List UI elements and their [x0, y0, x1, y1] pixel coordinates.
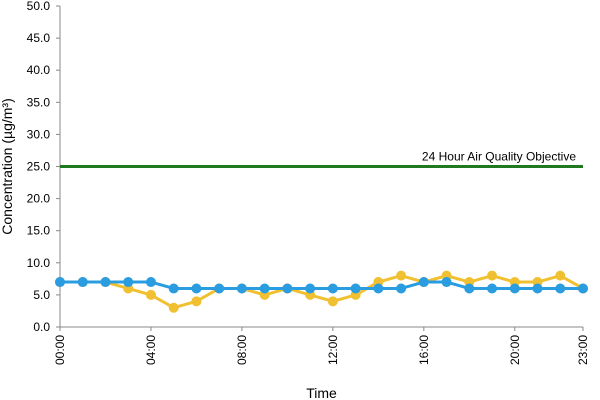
- series-1-point: [191, 296, 202, 307]
- series-2-point: [350, 283, 361, 294]
- series-2-point: [418, 277, 429, 288]
- x-tick-label: 12:00: [326, 335, 340, 365]
- series-2-point: [236, 283, 247, 294]
- series-2-point: [305, 283, 316, 294]
- x-tick-label: 00:00: [53, 335, 67, 365]
- y-tick-label: 35.0: [27, 95, 51, 109]
- series-1-line: [60, 274, 584, 310]
- series-2-point: [532, 283, 543, 294]
- series-group: [55, 270, 588, 313]
- y-axis-title: Concentration (µg/m³): [0, 98, 15, 234]
- series-1-point: [487, 270, 498, 281]
- series-2-point: [145, 277, 156, 288]
- y-tick-label: 25.0: [27, 160, 51, 174]
- series-2-point: [441, 277, 452, 288]
- x-tick-label: 20:00: [508, 335, 522, 365]
- x-axis-ticks: 00:00 04:00 08:00 12:00 16:00 20:00 23:00: [53, 327, 590, 365]
- series-1-point: [396, 270, 407, 281]
- air-quality-objective-label: 24 Hour Air Quality Objective: [422, 150, 576, 164]
- series-2-point: [282, 283, 293, 294]
- series-1-point: [327, 296, 338, 307]
- y-tick-label: 10.0: [27, 256, 51, 270]
- series-2-point: [259, 283, 270, 294]
- series-2-point: [123, 277, 134, 288]
- series-2-point: [77, 277, 88, 288]
- series-2-point: [396, 283, 407, 294]
- series-2-point: [373, 283, 384, 294]
- series-2-point: [487, 283, 498, 294]
- series-2-point: [327, 283, 338, 294]
- series-2-point: [578, 283, 588, 294]
- series-2-line: [60, 280, 583, 290]
- series-2-point: [168, 283, 179, 294]
- series-2-point: [464, 283, 475, 294]
- series-1-point: [555, 270, 566, 281]
- series-1-point: [145, 289, 156, 300]
- x-axis-title: Time: [306, 385, 337, 400]
- y-tick-label: 30.0: [27, 127, 51, 141]
- series-2-point: [100, 277, 111, 288]
- series-1: [55, 270, 588, 313]
- series-1-point: [168, 302, 179, 313]
- y-tick-label: 40.0: [27, 63, 51, 77]
- series-2-point: [191, 283, 202, 294]
- series-2-point: [214, 283, 225, 294]
- series-2-point: [55, 277, 65, 288]
- series-2: [55, 277, 588, 294]
- x-tick-label: 16:00: [417, 335, 431, 365]
- x-tick-label: 08:00: [235, 335, 249, 365]
- y-tick-label: 15.0: [27, 224, 51, 238]
- y-tick-label: 20.0: [27, 192, 51, 206]
- x-tick-label: 23:00: [576, 335, 590, 365]
- x-tick-label: 04:00: [144, 335, 158, 365]
- series-2-point: [509, 283, 520, 294]
- series-2-point: [555, 283, 566, 294]
- y-tick-label: 45.0: [27, 31, 51, 45]
- y-tick-label: 5.0: [33, 288, 50, 302]
- y-tick-label: 0.0: [33, 320, 50, 334]
- y-tick-label: 50.0: [27, 0, 51, 13]
- y-axis-ticks: 0.0 5.0 10.0 15.0 20.0 25.0 30.0 35.0 40.0 45.0 50…: [27, 0, 60, 334]
